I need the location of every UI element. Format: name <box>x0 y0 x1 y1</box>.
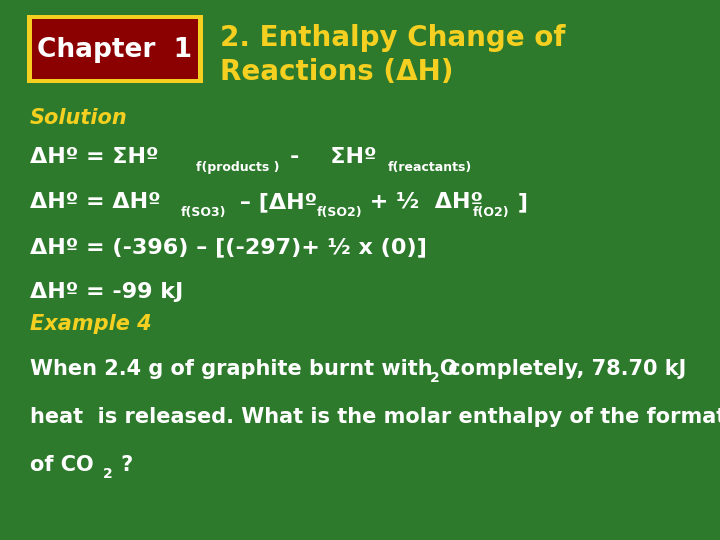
Text: f(products ): f(products ) <box>196 161 279 174</box>
Text: Solution: Solution <box>30 108 127 128</box>
Text: ?: ? <box>114 455 133 475</box>
Text: 2: 2 <box>430 371 440 385</box>
Text: 2: 2 <box>103 467 113 481</box>
Text: heat  is released. What is the molar enthalpy of the formation: heat is released. What is the molar enth… <box>30 407 720 427</box>
Text: ΔHº = ΣHº: ΔHº = ΣHº <box>30 147 158 167</box>
Text: of CO: of CO <box>30 455 94 475</box>
Text: When 2.4 g of graphite burnt with O: When 2.4 g of graphite burnt with O <box>30 359 457 379</box>
Text: f(O2): f(O2) <box>473 206 510 219</box>
Text: – [ΔHº: – [ΔHº <box>232 192 317 212</box>
Text: + ½  ΔHº: + ½ ΔHº <box>362 192 483 212</box>
Text: ]: ] <box>510 192 528 212</box>
Text: ΔHº = -99 kJ: ΔHº = -99 kJ <box>30 282 184 302</box>
Text: ΔHº = (-396) – [(-297)+ ½ x (0)]: ΔHº = (-396) – [(-297)+ ½ x (0)] <box>30 237 427 257</box>
Text: Example 4: Example 4 <box>30 314 152 334</box>
Text: Chapter  1: Chapter 1 <box>37 37 192 63</box>
Text: 2. Enthalpy Change of: 2. Enthalpy Change of <box>220 24 565 52</box>
Text: f(reactants): f(reactants) <box>388 161 472 174</box>
Text: f(SO3): f(SO3) <box>181 206 227 219</box>
Text: f(SO2): f(SO2) <box>317 206 363 219</box>
Text: Reactions (ΔH): Reactions (ΔH) <box>220 58 454 86</box>
Text: ΔHº = ΔHº: ΔHº = ΔHº <box>30 192 161 212</box>
Text: completely, 78.70 kJ: completely, 78.70 kJ <box>441 359 686 379</box>
Text: -    ΣHº: - ΣHº <box>290 147 377 167</box>
